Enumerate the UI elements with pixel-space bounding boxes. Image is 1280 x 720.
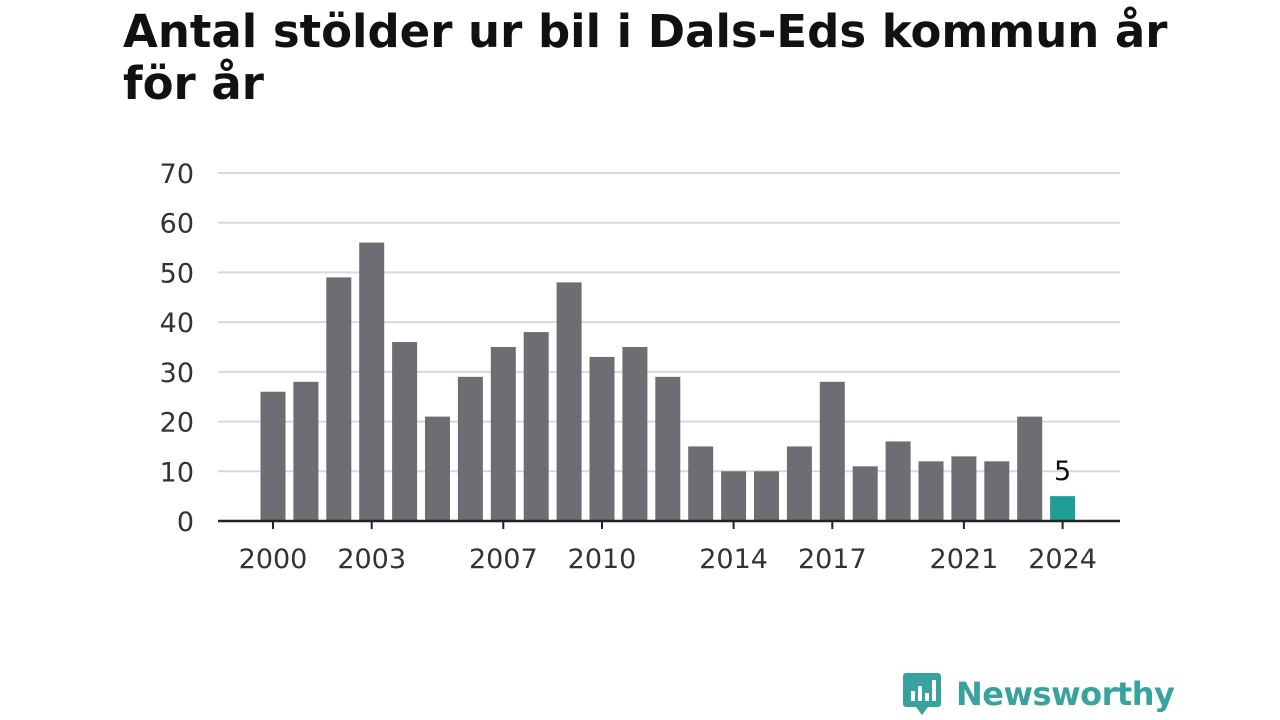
x-tick-label-2007: 2007	[469, 544, 538, 575]
bar-2006	[457, 376, 483, 521]
brand-name: Newsworthy	[956, 675, 1175, 713]
bars	[260, 242, 1076, 521]
y-tick-label-50: 50	[160, 258, 194, 289]
bar-2004	[392, 342, 418, 521]
y-tick-label-40: 40	[160, 308, 194, 339]
y-tick-label-20: 20	[160, 408, 194, 439]
bar-2016	[786, 446, 812, 521]
x-tick-label-2014: 2014	[699, 544, 768, 575]
x-tick-label-2021: 2021	[930, 544, 999, 575]
bar-2020	[918, 461, 944, 521]
bar-2002	[326, 277, 352, 521]
data-label-2024: 5	[1054, 456, 1071, 487]
bar-2021	[951, 456, 977, 521]
bar-2013	[688, 446, 714, 521]
x-tick-label-2017: 2017	[798, 544, 867, 575]
bar-2001	[293, 381, 319, 521]
bar-2019	[885, 441, 911, 521]
x-tick-label-2010: 2010	[568, 544, 637, 575]
bar-2000	[260, 391, 286, 521]
bar-2008	[523, 332, 549, 521]
bar-2014	[721, 471, 747, 521]
bar-2007	[490, 347, 516, 521]
bar-2009	[556, 282, 582, 521]
y-tick-label-10: 10	[160, 457, 194, 488]
bar-2018	[852, 466, 878, 521]
axes	[218, 519, 1120, 529]
chart-title: Antal stölder ur bil i Dals-Eds kommun å…	[123, 5, 1168, 110]
tick-labels: 0 10 20 30 40 50 60 70 2000 2003 2007 2010 2014 2017 2…	[160, 159, 1097, 575]
x-tick-label-2024: 2024	[1028, 544, 1097, 575]
x-tick-label-2000: 2000	[239, 544, 308, 575]
bar-2011	[622, 347, 648, 521]
y-tick-label-70: 70	[160, 159, 194, 190]
brand-logo: Newsworthy	[902, 670, 1175, 718]
y-tick-label-30: 30	[160, 358, 194, 389]
y-tick-label-60: 60	[160, 209, 194, 240]
bar-2005	[425, 416, 450, 521]
bar-2023	[1017, 416, 1043, 521]
bar-2017	[819, 381, 845, 521]
x-tick-label-2003: 2003	[337, 544, 406, 575]
bar-2003	[359, 242, 385, 521]
bar-2010	[589, 356, 615, 521]
bar-2024	[1050, 496, 1076, 521]
bar-2012	[655, 376, 681, 521]
y-tick-label-0: 0	[177, 507, 194, 538]
bar-2022	[984, 461, 1010, 521]
newsworthy-logo-icon	[903, 673, 941, 715]
bar-2015	[754, 471, 779, 521]
